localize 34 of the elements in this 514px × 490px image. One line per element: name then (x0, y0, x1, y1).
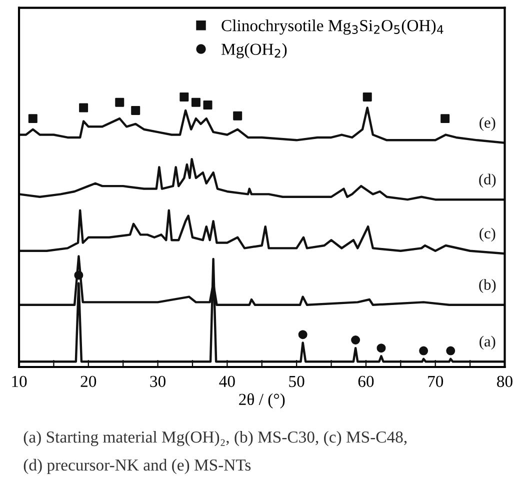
point (233, 111, 242, 120)
x-tick-label: 40 (219, 376, 235, 388)
point (446, 346, 456, 356)
point (298, 330, 308, 340)
legend-label: Mg(OH$_{2}$) (221, 43, 287, 58)
point (376, 344, 386, 353)
point (74, 270, 84, 280)
point (440, 114, 450, 124)
point (362, 92, 372, 102)
x-tick-label: 80 (497, 376, 512, 388)
point (191, 98, 200, 107)
x-tick-label: 50 (289, 376, 304, 388)
x-tick-label: 30 (150, 376, 166, 388)
point (115, 98, 124, 107)
series-label: (a) (480, 336, 496, 350)
text: (d) precursor-NK and (e) MS-NTs (24, 458, 251, 474)
x-tick-label: 20 (80, 376, 96, 388)
point (79, 103, 88, 112)
point (351, 336, 360, 345)
series-label: (e) (480, 117, 496, 131)
point (203, 100, 212, 110)
point (419, 346, 428, 356)
text: (a) Starting material Mg(OH)₂, (b) MS-C30, (c) MS-C48, (24, 430, 407, 446)
series-label: (c) (480, 228, 496, 242)
x-tick-label: 70 (428, 376, 444, 388)
series-label: (b) (479, 279, 496, 293)
legend-label: Clinochrysotile Mg$_{3}$Si$_{2}$O$_{5}$(OH)$_{4}$ (222, 20, 444, 35)
point (180, 92, 189, 102)
series-label: (d) (479, 174, 496, 188)
point (28, 114, 38, 124)
x-axis-title: 2θ / (°) (239, 393, 285, 408)
point (131, 106, 140, 115)
x-tick-label: 10 (12, 376, 27, 388)
x-tick-label: 60 (358, 376, 374, 388)
